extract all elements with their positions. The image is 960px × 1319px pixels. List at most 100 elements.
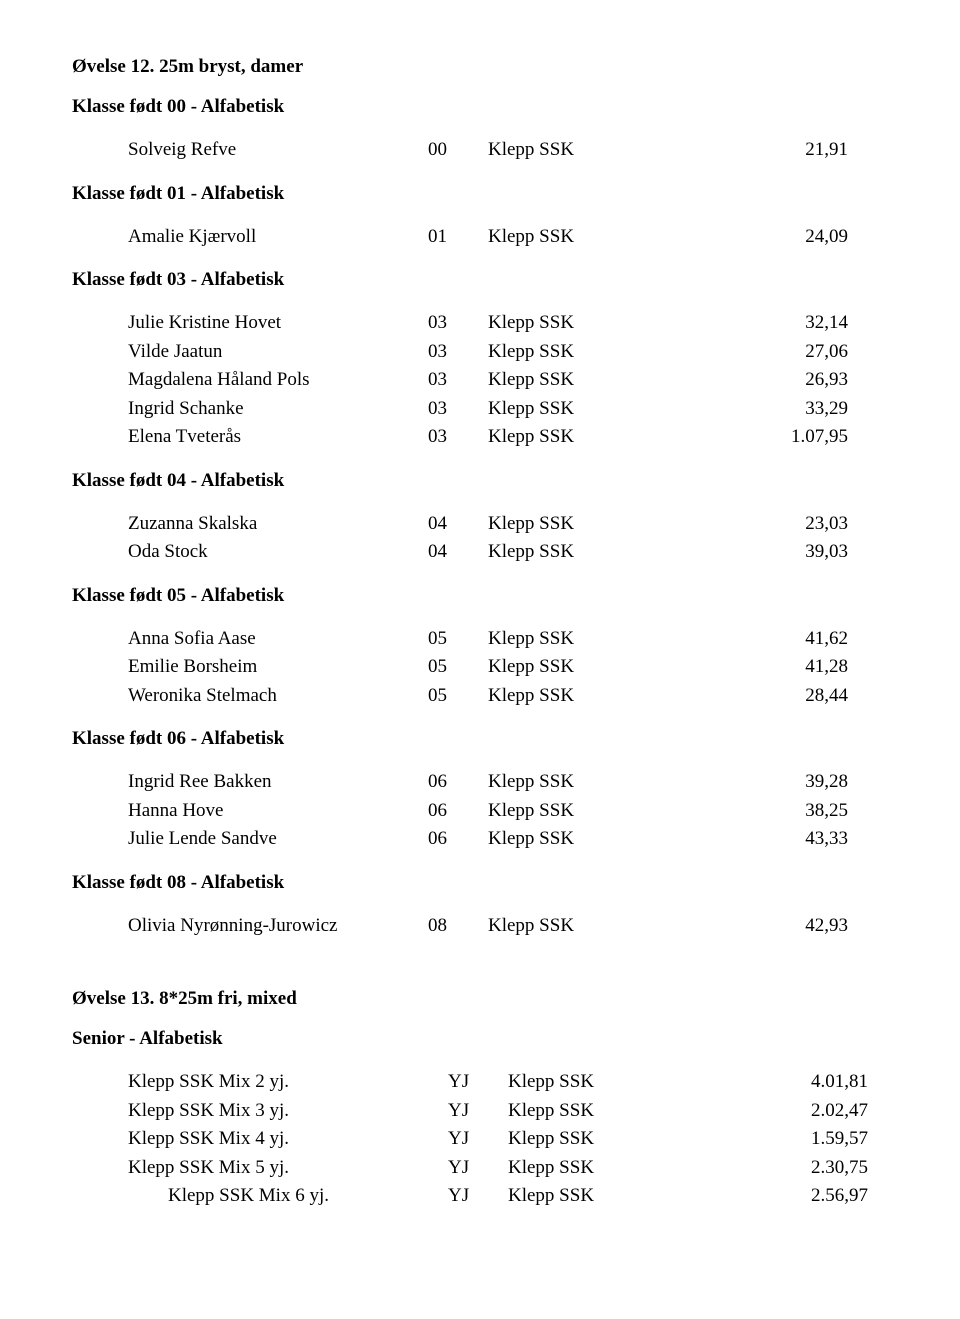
- team-name: Klepp SSK Mix 5 yj.: [128, 1154, 448, 1183]
- result-time: 23,03: [728, 510, 848, 539]
- relay-row: Klepp SSK Mix 6 yj.YJKlepp SSK2.56,97: [72, 1182, 888, 1211]
- result-row: Olivia Nyrønning-Jurowicz08Klepp SSK42,9…: [128, 912, 888, 941]
- club-name: Klepp SSK: [508, 1068, 748, 1097]
- athlete-name: Ingrid Schanke: [128, 395, 428, 424]
- club-name: Klepp SSK: [508, 1154, 748, 1183]
- result-row: Oda Stock04Klepp SSK39,03: [128, 538, 888, 567]
- result-row: Hanna Hove06Klepp SSK38,25: [128, 797, 888, 826]
- result-time: 42,93: [728, 912, 848, 941]
- result-row: Emilie Borsheim05Klepp SSK41,28: [128, 653, 888, 682]
- athlete-name: Zuzanna Skalska: [128, 510, 428, 539]
- result-time: 4.01,81: [748, 1068, 868, 1097]
- category: YJ: [448, 1125, 508, 1154]
- team-name: Klepp SSK Mix 6 yj.: [168, 1182, 448, 1211]
- category: YJ: [448, 1154, 508, 1183]
- event-title: Øvelse 13. 8*25m fri, mixed: [72, 988, 888, 1010]
- club-name: Klepp SSK: [508, 1182, 748, 1211]
- club-name: Klepp SSK: [488, 768, 728, 797]
- class-header: Klasse født 08 - Alfabetisk: [72, 872, 888, 894]
- result-row: Solveig Refve00Klepp SSK21,91: [128, 136, 888, 165]
- athlete-name: Magdalena Håland Pols: [128, 366, 428, 395]
- athlete-name: Elena Tveterås: [128, 423, 428, 452]
- result-row: Elena Tveterås03Klepp SSK1.07,95: [128, 423, 888, 452]
- athlete-name: Emilie Borsheim: [128, 653, 428, 682]
- athlete-name: Solveig Refve: [128, 136, 428, 165]
- birth-year: 06: [428, 768, 488, 797]
- class-header: Klasse født 06 - Alfabetisk: [72, 728, 888, 750]
- result-row: Amalie Kjærvoll01Klepp SSK24,09: [128, 223, 888, 252]
- result-time: 32,14: [728, 309, 848, 338]
- result-time: 38,25: [728, 797, 848, 826]
- result-time: 1.07,95: [728, 423, 848, 452]
- birth-year: 00: [428, 136, 488, 165]
- birth-year: 01: [428, 223, 488, 252]
- result-time: 2.02,47: [748, 1097, 868, 1126]
- club-name: Klepp SSK: [488, 797, 728, 826]
- birth-year: 03: [428, 395, 488, 424]
- relay-row: Klepp SSK Mix 4 yj.YJKlepp SSK1.59,57: [72, 1125, 888, 1154]
- team-name: Klepp SSK Mix 2 yj.: [128, 1068, 448, 1097]
- club-name: Klepp SSK: [488, 682, 728, 711]
- class-header: Klasse født 01 - Alfabetisk: [72, 183, 888, 205]
- athlete-name: Olivia Nyrønning-Jurowicz: [128, 912, 428, 941]
- athlete-name: Oda Stock: [128, 538, 428, 567]
- result-row: Anna Sofia Aase05Klepp SSK41,62: [128, 625, 888, 654]
- team-name: Klepp SSK Mix 4 yj.: [128, 1125, 448, 1154]
- class-header: Senior - Alfabetisk: [72, 1028, 888, 1050]
- club-name: Klepp SSK: [488, 366, 728, 395]
- club-name: Klepp SSK: [488, 395, 728, 424]
- result-time: 39,28: [728, 768, 848, 797]
- birth-year: 06: [428, 797, 488, 826]
- relay-row: Klepp SSK Mix 3 yj.YJKlepp SSK2.02,47: [72, 1097, 888, 1126]
- category: YJ: [448, 1182, 508, 1211]
- result-time: 1.59,57: [748, 1125, 868, 1154]
- birth-year: 04: [428, 538, 488, 567]
- birth-year: 08: [428, 912, 488, 941]
- result-time: 41,62: [728, 625, 848, 654]
- result-time: 28,44: [728, 682, 848, 711]
- club-name: Klepp SSK: [488, 136, 728, 165]
- birth-year: 03: [428, 309, 488, 338]
- result-row: Ingrid Schanke03Klepp SSK33,29: [128, 395, 888, 424]
- class-header: Klasse født 05 - Alfabetisk: [72, 585, 888, 607]
- result-row: Julie Lende Sandve06Klepp SSK43,33: [128, 825, 888, 854]
- result-row: Julie Kristine Hovet03Klepp SSK32,14: [128, 309, 888, 338]
- result-row: Vilde Jaatun03Klepp SSK27,06: [128, 338, 888, 367]
- result-row: Ingrid Ree Bakken06Klepp SSK39,28: [128, 768, 888, 797]
- club-name: Klepp SSK: [488, 625, 728, 654]
- relay-row: Klepp SSK Mix 2 yj.YJKlepp SSK4.01,81: [72, 1068, 888, 1097]
- athlete-name: Weronika Stelmach: [128, 682, 428, 711]
- class-header: Klasse født 03 - Alfabetisk: [72, 269, 888, 291]
- birth-year: 05: [428, 625, 488, 654]
- result-time: 43,33: [728, 825, 848, 854]
- club-name: Klepp SSK: [488, 423, 728, 452]
- club-name: Klepp SSK: [488, 309, 728, 338]
- club-name: Klepp SSK: [508, 1125, 748, 1154]
- result-time: 2.56,97: [748, 1182, 868, 1211]
- result-time: 27,06: [728, 338, 848, 367]
- club-name: Klepp SSK: [488, 223, 728, 252]
- result-row: Weronika Stelmach05Klepp SSK28,44: [128, 682, 888, 711]
- athlete-name: Julie Lende Sandve: [128, 825, 428, 854]
- athlete-name: Hanna Hove: [128, 797, 428, 826]
- relay-row: Klepp SSK Mix 5 yj.YJKlepp SSK2.30,75: [72, 1154, 888, 1183]
- result-time: 26,93: [728, 366, 848, 395]
- birth-year: 06: [428, 825, 488, 854]
- birth-year: 05: [428, 682, 488, 711]
- club-name: Klepp SSK: [508, 1097, 748, 1126]
- athlete-name: Amalie Kjærvoll: [128, 223, 428, 252]
- club-name: Klepp SSK: [488, 825, 728, 854]
- athlete-name: Ingrid Ree Bakken: [128, 768, 428, 797]
- result-time: 2.30,75: [748, 1154, 868, 1183]
- birth-year: 03: [428, 366, 488, 395]
- category: YJ: [448, 1068, 508, 1097]
- result-time: 39,03: [728, 538, 848, 567]
- club-name: Klepp SSK: [488, 338, 728, 367]
- team-name: Klepp SSK Mix 3 yj.: [128, 1097, 448, 1126]
- birth-year: 03: [428, 423, 488, 452]
- club-name: Klepp SSK: [488, 510, 728, 539]
- club-name: Klepp SSK: [488, 538, 728, 567]
- athlete-name: Vilde Jaatun: [128, 338, 428, 367]
- club-name: Klepp SSK: [488, 653, 728, 682]
- birth-year: 04: [428, 510, 488, 539]
